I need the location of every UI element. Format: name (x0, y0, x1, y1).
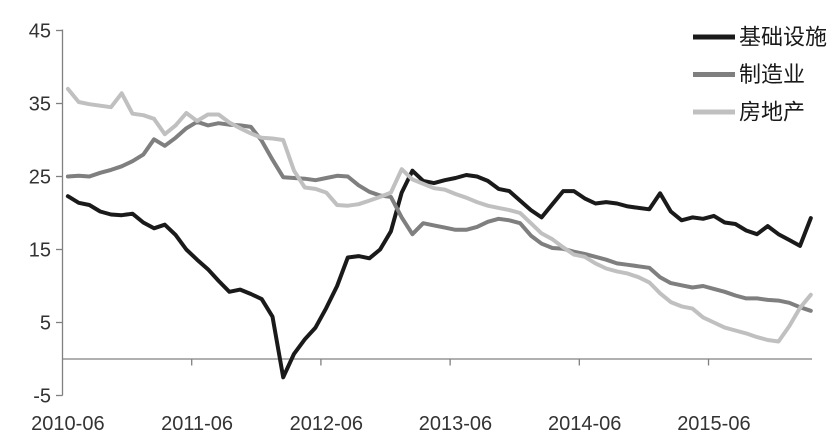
series-line-infrastructure (65, 168, 813, 380)
legend-label-real-estate: 房地产 (739, 100, 805, 125)
chart-axes: 45 35 25 15 5 -5 2010-06 2011-06 2012-06 2013-06 2… (29, 21, 812, 435)
y-axis-label: 15 (29, 240, 51, 262)
y-axis-label: 5 (40, 313, 51, 335)
legend-item-real-estate: 房地产 (693, 100, 805, 125)
legend-item-manufacturing: 制造业 (693, 62, 805, 87)
legend-label-infrastructure: 基础设施 (739, 25, 827, 50)
legend-item-infrastructure: 基础设施 (693, 25, 827, 50)
x-axis-label: 2015-06 (677, 413, 750, 435)
x-axis-label: 2013-06 (419, 413, 492, 435)
x-axis-label: 2014-06 (548, 413, 621, 435)
chart-series (65, 86, 813, 380)
y-axis-label: 25 (29, 167, 51, 189)
series-line-manufacturing (65, 119, 813, 313)
y-axis-label: -5 (33, 386, 51, 408)
y-axis-label: 35 (29, 94, 51, 116)
x-axis-label: 2010-06 (31, 413, 104, 435)
x-axis-label: 2012-06 (290, 413, 363, 435)
x-axis-label: 2011-06 (161, 413, 233, 435)
series-line-real-estate (65, 86, 813, 344)
y-axis-label: 45 (29, 21, 51, 43)
legend-label-manufacturing: 制造业 (739, 62, 805, 87)
